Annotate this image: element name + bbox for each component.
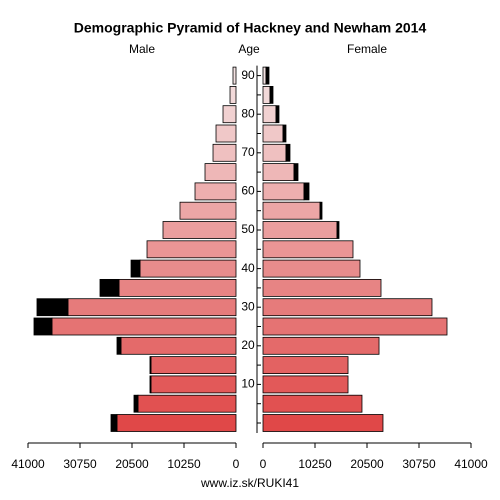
bar <box>146 240 237 259</box>
excess-bar <box>149 356 152 375</box>
bar <box>120 336 237 355</box>
excess-bar <box>293 163 299 182</box>
bar <box>262 356 349 375</box>
bar <box>262 414 384 432</box>
excess-bar <box>265 66 270 85</box>
y-tick-label: 60 <box>241 184 255 198</box>
bar <box>262 317 448 336</box>
y-tick-label: 80 <box>241 106 255 120</box>
bar <box>262 182 305 201</box>
bar <box>262 163 295 182</box>
bar <box>262 298 433 317</box>
x-tick-label: 41000 <box>454 457 488 471</box>
bar <box>262 278 382 297</box>
bar <box>262 240 354 259</box>
excess-bar <box>33 317 53 336</box>
x-tick-label: 30750 <box>63 457 97 471</box>
bar <box>139 259 237 278</box>
y-tick-label: 90 <box>241 68 255 82</box>
excess-bar <box>36 298 69 317</box>
excess-bar <box>269 86 274 104</box>
bar <box>194 182 237 201</box>
x-tick-label: 30750 <box>402 457 436 471</box>
excess-bar <box>116 336 122 355</box>
bar <box>137 394 237 413</box>
bar <box>215 124 237 143</box>
y-tick-label: 10 <box>241 377 255 391</box>
legend-label: Female <box>347 42 387 56</box>
excess-bar <box>303 182 310 201</box>
bar <box>262 105 277 124</box>
bar <box>162 221 237 239</box>
excess-bar <box>149 375 152 394</box>
bar <box>262 394 363 413</box>
x-tick-label: 10250 <box>298 457 332 471</box>
excess-bar <box>99 278 120 297</box>
footer: www.iz.sk/RUKI41 <box>200 476 299 490</box>
excess-bar <box>319 201 323 220</box>
bar <box>212 143 237 162</box>
excess-bar <box>110 414 118 432</box>
bar <box>150 356 237 375</box>
bar <box>262 86 271 104</box>
y-tick-label: 40 <box>241 261 255 275</box>
chart-title: Demographic Pyramid of Hackney and Newha… <box>74 20 427 36</box>
excess-bar <box>130 259 141 278</box>
x-tick-label: 10250 <box>167 457 201 471</box>
bar <box>262 201 321 220</box>
bar <box>67 298 237 317</box>
x-tick-label: 20500 <box>115 457 149 471</box>
bar <box>262 221 338 239</box>
bar <box>51 317 237 336</box>
bar <box>262 259 361 278</box>
y-tick-label: 30 <box>241 299 255 313</box>
y-tick-label: 50 <box>241 222 255 236</box>
bar <box>262 66 267 85</box>
bar <box>116 414 237 432</box>
bar <box>262 143 287 162</box>
x-tick-label: 20500 <box>350 457 384 471</box>
y-tick-label: 20 <box>241 338 255 352</box>
excess-bar <box>285 143 291 162</box>
x-tick-label: 0 <box>260 457 267 471</box>
excess-bar <box>336 221 340 239</box>
bar <box>222 105 237 124</box>
axis-label: Age <box>238 42 260 56</box>
excess-bar <box>275 105 280 124</box>
bar <box>262 336 380 355</box>
bar <box>229 86 237 104</box>
excess-bar <box>133 394 139 413</box>
bar <box>262 375 349 394</box>
bar <box>262 124 284 143</box>
excess-bar <box>282 124 287 143</box>
bar <box>150 375 237 394</box>
legend-label: Male <box>129 42 155 56</box>
bar <box>204 163 237 182</box>
x-tick-label: 0 <box>233 457 240 471</box>
bar <box>179 201 237 220</box>
x-tick-label: 41000 <box>11 457 45 471</box>
bar <box>118 278 237 297</box>
y-tick-label: 70 <box>241 145 255 159</box>
bar <box>232 66 237 85</box>
